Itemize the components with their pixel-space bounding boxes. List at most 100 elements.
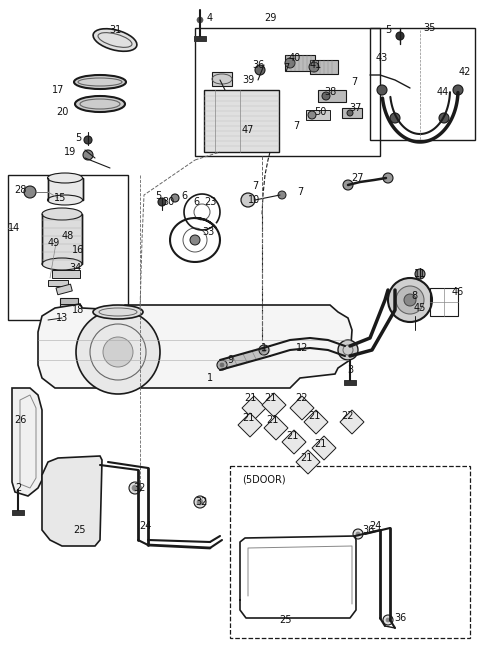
Bar (344, 380, 356, 385)
Ellipse shape (74, 75, 126, 89)
Circle shape (194, 496, 206, 508)
Circle shape (322, 92, 330, 100)
Text: 20: 20 (56, 107, 68, 117)
Text: 27: 27 (352, 173, 364, 183)
Text: 42: 42 (459, 67, 471, 77)
Circle shape (103, 337, 133, 367)
Circle shape (383, 173, 393, 183)
Bar (310, 60, 338, 74)
Circle shape (241, 193, 255, 207)
Text: 37: 37 (350, 103, 362, 113)
Ellipse shape (93, 305, 143, 319)
Text: 18: 18 (72, 305, 84, 315)
Ellipse shape (42, 208, 82, 220)
Text: 21: 21 (286, 431, 298, 441)
Text: (5DOOR): (5DOOR) (242, 475, 286, 485)
Polygon shape (242, 396, 266, 420)
Text: 5: 5 (75, 133, 81, 143)
Bar (56, 284, 72, 295)
Text: 32: 32 (134, 483, 146, 493)
Circle shape (158, 198, 166, 206)
Text: 25: 25 (280, 615, 292, 625)
Text: 9: 9 (227, 355, 233, 365)
Circle shape (404, 294, 416, 306)
Circle shape (415, 269, 425, 279)
Text: 44: 44 (437, 87, 449, 97)
Polygon shape (304, 410, 328, 434)
Polygon shape (42, 456, 102, 546)
Circle shape (396, 32, 404, 40)
Bar (60, 298, 78, 310)
Text: 7: 7 (293, 121, 299, 131)
Text: 21: 21 (314, 439, 326, 449)
Text: 36: 36 (362, 525, 374, 535)
Circle shape (259, 345, 269, 355)
Text: 21: 21 (308, 411, 320, 421)
Text: 2: 2 (15, 483, 21, 493)
Circle shape (396, 286, 424, 314)
Text: 6: 6 (181, 191, 187, 201)
Text: 3: 3 (347, 365, 353, 375)
Text: 26: 26 (14, 415, 26, 425)
Bar (318, 90, 346, 102)
Text: 36: 36 (252, 60, 264, 70)
Text: 8: 8 (411, 291, 417, 301)
Polygon shape (282, 430, 306, 454)
Bar (212, 72, 232, 86)
Circle shape (84, 136, 92, 144)
Bar (194, 36, 206, 41)
Bar (430, 288, 458, 316)
Text: 10: 10 (248, 195, 260, 205)
Bar (48, 178, 83, 200)
Circle shape (262, 348, 266, 352)
Circle shape (386, 618, 390, 622)
Text: 38: 38 (324, 87, 336, 97)
Polygon shape (296, 450, 320, 474)
Polygon shape (290, 396, 314, 420)
Text: 41: 41 (310, 60, 322, 70)
Text: 15: 15 (54, 193, 66, 203)
Circle shape (347, 110, 353, 116)
Bar (195, 28, 380, 156)
Bar (285, 55, 315, 71)
Circle shape (308, 111, 316, 119)
Text: 43: 43 (376, 53, 388, 63)
Text: 21: 21 (266, 415, 278, 425)
Text: 33: 33 (202, 227, 214, 237)
Text: 5: 5 (385, 25, 391, 35)
Circle shape (278, 191, 286, 199)
Text: 39: 39 (242, 75, 254, 85)
Ellipse shape (93, 29, 137, 51)
Text: 35: 35 (424, 23, 436, 33)
Bar (230, 466, 470, 638)
Circle shape (76, 310, 160, 394)
Text: 28: 28 (14, 185, 26, 195)
Circle shape (197, 17, 203, 23)
Text: 50: 50 (314, 107, 326, 117)
Text: 7: 7 (351, 77, 357, 87)
Text: 32: 32 (196, 497, 208, 507)
Text: 7: 7 (283, 63, 289, 73)
Circle shape (383, 615, 393, 625)
Polygon shape (312, 436, 336, 460)
Circle shape (285, 58, 295, 68)
Circle shape (129, 482, 141, 494)
Ellipse shape (75, 96, 125, 112)
Text: 13: 13 (56, 313, 68, 323)
Text: 7: 7 (297, 187, 303, 197)
Circle shape (171, 194, 179, 202)
Text: 46: 46 (452, 287, 464, 297)
Circle shape (83, 150, 93, 160)
Circle shape (132, 485, 138, 491)
Text: 49: 49 (48, 238, 60, 248)
Circle shape (453, 85, 463, 95)
Circle shape (24, 186, 36, 198)
Text: 25: 25 (74, 525, 86, 535)
Text: 24: 24 (369, 521, 381, 531)
Bar (204, 90, 279, 152)
Circle shape (220, 363, 224, 367)
Text: 21: 21 (242, 413, 254, 423)
Text: 23: 23 (204, 197, 216, 207)
Text: 14: 14 (8, 223, 20, 233)
Bar (52, 270, 80, 278)
